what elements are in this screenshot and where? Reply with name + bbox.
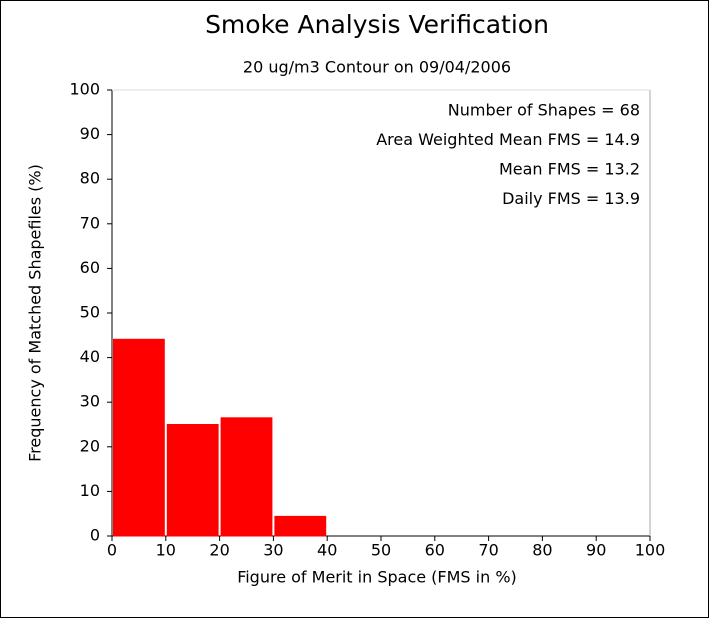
x-tick-label: 90: [586, 541, 606, 560]
annotation: Daily FMS = 13.9: [502, 189, 640, 208]
y-tick-label: 20: [80, 436, 100, 455]
annotation: Area Weighted Mean FMS = 14.9: [376, 130, 640, 149]
x-tick-label: 80: [532, 541, 552, 560]
y-tick-label: 70: [80, 213, 100, 232]
chart-title: Smoke Analysis Verification: [205, 10, 549, 39]
y-axis-label: Frequency of Matched Shapefiles (%): [26, 164, 45, 462]
x-tick-label: 50: [371, 541, 391, 560]
x-tick-label: 100: [635, 541, 666, 560]
bar: [166, 424, 219, 537]
bar: [274, 515, 327, 537]
y-tick-label: 10: [80, 481, 100, 500]
bar: [220, 417, 273, 537]
y-tick-label: 30: [80, 392, 100, 411]
chart-subtitle: 20 ug/m3 Contour on 09/04/2006: [243, 58, 511, 77]
x-tick-label: 10: [156, 541, 176, 560]
y-tick-label: 60: [80, 258, 100, 277]
x-tick-label: 30: [263, 541, 283, 560]
x-axis-label: Figure of Merit in Space (FMS in %): [237, 568, 517, 587]
y-tick-label: 90: [80, 124, 100, 143]
y-tick-label: 80: [80, 169, 100, 188]
x-tick-label: 20: [209, 541, 229, 560]
x-tick-label: 0: [107, 541, 117, 560]
x-tick-label: 70: [478, 541, 498, 560]
annotation: Mean FMS = 13.2: [499, 160, 640, 179]
bar: [113, 338, 165, 537]
y-tick-label: 50: [80, 303, 100, 322]
annotation: Number of Shapes = 68: [448, 101, 640, 120]
x-tick-label: 60: [425, 541, 445, 560]
y-tick-label: 100: [69, 80, 100, 99]
x-tick-label: 40: [317, 541, 337, 560]
y-tick-label: 0: [90, 526, 100, 545]
y-tick-label: 40: [80, 347, 100, 366]
